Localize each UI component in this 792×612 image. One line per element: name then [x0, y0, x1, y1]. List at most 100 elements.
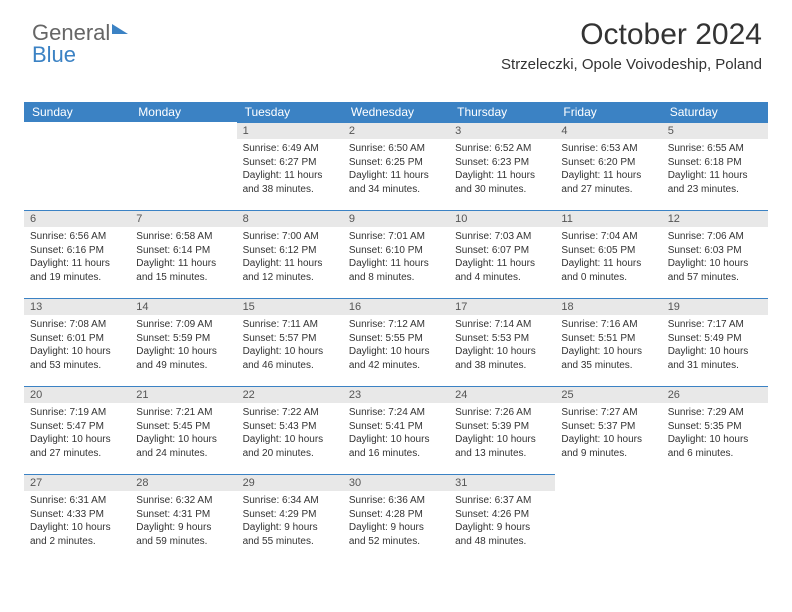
day-number: 17	[449, 298, 555, 315]
day-details: Sunrise: 7:16 AMSunset: 5:51 PMDaylight:…	[555, 315, 661, 375]
day-details: Sunrise: 7:29 AMSunset: 5:35 PMDaylight:…	[662, 403, 768, 463]
day-details: Sunrise: 7:24 AMSunset: 5:41 PMDaylight:…	[343, 403, 449, 463]
calendar-cell: 21Sunrise: 7:21 AMSunset: 5:45 PMDayligh…	[130, 386, 236, 474]
calendar-cell: 12Sunrise: 7:06 AMSunset: 6:03 PMDayligh…	[662, 210, 768, 298]
weekday-header: Sunday	[24, 102, 130, 122]
day-number: 9	[343, 210, 449, 227]
calendar-cell	[24, 122, 130, 210]
day-details: Sunrise: 7:17 AMSunset: 5:49 PMDaylight:…	[662, 315, 768, 375]
day-number: 26	[662, 386, 768, 403]
day-number: 7	[130, 210, 236, 227]
calendar-cell: 22Sunrise: 7:22 AMSunset: 5:43 PMDayligh…	[237, 386, 343, 474]
calendar-cell: 15Sunrise: 7:11 AMSunset: 5:57 PMDayligh…	[237, 298, 343, 386]
day-number: 1	[237, 122, 343, 139]
day-number: 24	[449, 386, 555, 403]
day-number: 25	[555, 386, 661, 403]
calendar-cell	[662, 474, 768, 562]
day-details: Sunrise: 7:03 AMSunset: 6:07 PMDaylight:…	[449, 227, 555, 287]
calendar-cell: 25Sunrise: 7:27 AMSunset: 5:37 PMDayligh…	[555, 386, 661, 474]
day-details: Sunrise: 6:32 AMSunset: 4:31 PMDaylight:…	[130, 491, 236, 551]
day-details: Sunrise: 7:00 AMSunset: 6:12 PMDaylight:…	[237, 227, 343, 287]
day-number: 15	[237, 298, 343, 315]
day-number: 12	[662, 210, 768, 227]
day-number: 14	[130, 298, 236, 315]
day-number: 19	[662, 298, 768, 315]
calendar-cell: 30Sunrise: 6:36 AMSunset: 4:28 PMDayligh…	[343, 474, 449, 562]
brand-part2: Blue	[32, 42, 76, 68]
calendar-cell: 11Sunrise: 7:04 AMSunset: 6:05 PMDayligh…	[555, 210, 661, 298]
calendar-cell: 6Sunrise: 6:56 AMSunset: 6:16 PMDaylight…	[24, 210, 130, 298]
day-details: Sunrise: 7:14 AMSunset: 5:53 PMDaylight:…	[449, 315, 555, 375]
day-number: 21	[130, 386, 236, 403]
location-text: Strzeleczki, Opole Voivodeship, Poland	[501, 56, 762, 73]
calendar-cell: 8Sunrise: 7:00 AMSunset: 6:12 PMDaylight…	[237, 210, 343, 298]
weekday-header: Thursday	[449, 102, 555, 122]
calendar-cell: 29Sunrise: 6:34 AMSunset: 4:29 PMDayligh…	[237, 474, 343, 562]
weekday-header: Saturday	[662, 102, 768, 122]
page-title: October 2024	[501, 18, 762, 52]
calendar-cell: 16Sunrise: 7:12 AMSunset: 5:55 PMDayligh…	[343, 298, 449, 386]
calendar-cell: 2Sunrise: 6:50 AMSunset: 6:25 PMDaylight…	[343, 122, 449, 210]
day-number: 5	[662, 122, 768, 139]
weekday-header: Wednesday	[343, 102, 449, 122]
calendar-cell: 18Sunrise: 7:16 AMSunset: 5:51 PMDayligh…	[555, 298, 661, 386]
brand-triangle-icon	[112, 24, 128, 34]
day-details: Sunrise: 7:06 AMSunset: 6:03 PMDaylight:…	[662, 227, 768, 287]
calendar-row: 13Sunrise: 7:08 AMSunset: 6:01 PMDayligh…	[24, 298, 768, 386]
calendar-cell: 5Sunrise: 6:55 AMSunset: 6:18 PMDaylight…	[662, 122, 768, 210]
day-number: 29	[237, 474, 343, 491]
calendar-body: 1Sunrise: 6:49 AMSunset: 6:27 PMDaylight…	[24, 122, 768, 562]
day-number: 31	[449, 474, 555, 491]
day-details: Sunrise: 7:22 AMSunset: 5:43 PMDaylight:…	[237, 403, 343, 463]
day-details: Sunrise: 6:58 AMSunset: 6:14 PMDaylight:…	[130, 227, 236, 287]
day-details: Sunrise: 7:12 AMSunset: 5:55 PMDaylight:…	[343, 315, 449, 375]
day-number: 10	[449, 210, 555, 227]
calendar-cell: 23Sunrise: 7:24 AMSunset: 5:41 PMDayligh…	[343, 386, 449, 474]
day-details: Sunrise: 6:56 AMSunset: 6:16 PMDaylight:…	[24, 227, 130, 287]
calendar-cell: 26Sunrise: 7:29 AMSunset: 5:35 PMDayligh…	[662, 386, 768, 474]
calendar-cell: 3Sunrise: 6:52 AMSunset: 6:23 PMDaylight…	[449, 122, 555, 210]
calendar-cell: 9Sunrise: 7:01 AMSunset: 6:10 PMDaylight…	[343, 210, 449, 298]
day-number: 22	[237, 386, 343, 403]
day-details: Sunrise: 6:55 AMSunset: 6:18 PMDaylight:…	[662, 139, 768, 199]
day-details: Sunrise: 6:37 AMSunset: 4:26 PMDaylight:…	[449, 491, 555, 551]
day-number: 30	[343, 474, 449, 491]
day-details: Sunrise: 6:53 AMSunset: 6:20 PMDaylight:…	[555, 139, 661, 199]
day-number: 28	[130, 474, 236, 491]
calendar-cell: 31Sunrise: 6:37 AMSunset: 4:26 PMDayligh…	[449, 474, 555, 562]
calendar-cell: 19Sunrise: 7:17 AMSunset: 5:49 PMDayligh…	[662, 298, 768, 386]
calendar-cell: 7Sunrise: 6:58 AMSunset: 6:14 PMDaylight…	[130, 210, 236, 298]
calendar-cell: 13Sunrise: 7:08 AMSunset: 6:01 PMDayligh…	[24, 298, 130, 386]
weekday-header: Friday	[555, 102, 661, 122]
title-block: October 2024 Strzeleczki, Opole Voivodes…	[501, 18, 762, 73]
day-details: Sunrise: 7:21 AMSunset: 5:45 PMDaylight:…	[130, 403, 236, 463]
day-number: 6	[24, 210, 130, 227]
day-details: Sunrise: 6:49 AMSunset: 6:27 PMDaylight:…	[237, 139, 343, 199]
calendar-cell: 1Sunrise: 6:49 AMSunset: 6:27 PMDaylight…	[237, 122, 343, 210]
calendar-table: SundayMondayTuesdayWednesdayThursdayFrid…	[24, 102, 768, 562]
day-details: Sunrise: 6:50 AMSunset: 6:25 PMDaylight:…	[343, 139, 449, 199]
day-details: Sunrise: 7:04 AMSunset: 6:05 PMDaylight:…	[555, 227, 661, 287]
day-details: Sunrise: 7:08 AMSunset: 6:01 PMDaylight:…	[24, 315, 130, 375]
day-details: Sunrise: 6:36 AMSunset: 4:28 PMDaylight:…	[343, 491, 449, 551]
day-number: 8	[237, 210, 343, 227]
day-number: 27	[24, 474, 130, 491]
day-details: Sunrise: 7:26 AMSunset: 5:39 PMDaylight:…	[449, 403, 555, 463]
day-number: 3	[449, 122, 555, 139]
weekday-header: Monday	[130, 102, 236, 122]
calendar-cell: 24Sunrise: 7:26 AMSunset: 5:39 PMDayligh…	[449, 386, 555, 474]
day-number: 11	[555, 210, 661, 227]
calendar-cell: 10Sunrise: 7:03 AMSunset: 6:07 PMDayligh…	[449, 210, 555, 298]
calendar-cell	[555, 474, 661, 562]
calendar-cell: 4Sunrise: 6:53 AMSunset: 6:20 PMDaylight…	[555, 122, 661, 210]
day-details: Sunrise: 7:09 AMSunset: 5:59 PMDaylight:…	[130, 315, 236, 375]
weekday-header: Tuesday	[237, 102, 343, 122]
day-number: 18	[555, 298, 661, 315]
day-number: 16	[343, 298, 449, 315]
day-details: Sunrise: 7:27 AMSunset: 5:37 PMDaylight:…	[555, 403, 661, 463]
day-number: 23	[343, 386, 449, 403]
day-details: Sunrise: 7:19 AMSunset: 5:47 PMDaylight:…	[24, 403, 130, 463]
calendar-row: 1Sunrise: 6:49 AMSunset: 6:27 PMDaylight…	[24, 122, 768, 210]
weekday-header-row: SundayMondayTuesdayWednesdayThursdayFrid…	[24, 102, 768, 122]
calendar-cell: 17Sunrise: 7:14 AMSunset: 5:53 PMDayligh…	[449, 298, 555, 386]
